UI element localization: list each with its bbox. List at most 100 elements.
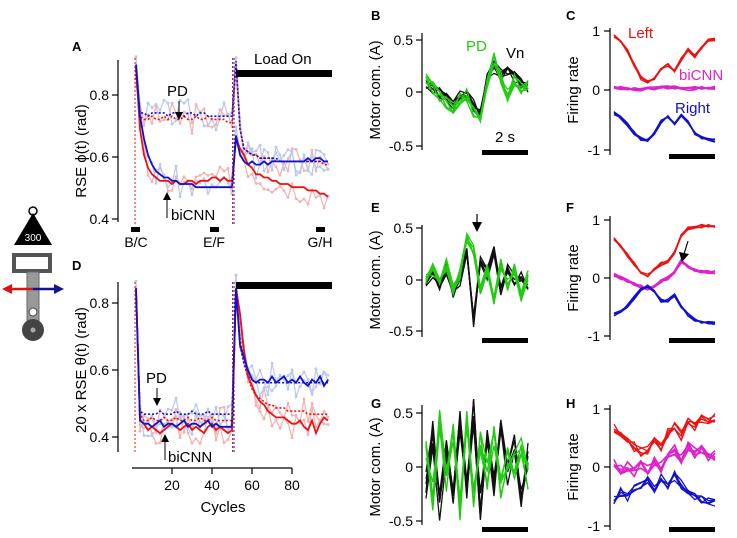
series-noise-point xyxy=(266,406,270,409)
series-noise-point xyxy=(226,438,230,441)
panel-a-series xyxy=(134,55,330,226)
series-noise-point xyxy=(258,409,262,413)
panel-d-ytick: 0.4 xyxy=(90,429,110,445)
series-noise-point xyxy=(198,174,202,177)
panel-e-ytick: -0.5 xyxy=(389,323,413,339)
series-noise-point xyxy=(322,169,326,173)
series-noise-point xyxy=(182,175,186,179)
panel-c-ytick: 1 xyxy=(592,23,600,39)
series-noise-point xyxy=(258,406,262,410)
panel-d-ytick: 0.6 xyxy=(90,362,110,378)
series-noise-point xyxy=(178,122,182,125)
series-noise-point xyxy=(158,109,162,112)
series-noise-point xyxy=(250,364,254,368)
series-noise-point xyxy=(322,153,326,156)
series-noise-point xyxy=(266,393,270,397)
series-noise-point xyxy=(314,385,318,388)
panel-c-left-label: Left xyxy=(628,25,654,42)
series-noise-point xyxy=(274,384,278,388)
trace-left xyxy=(613,223,716,278)
trace-bicnn xyxy=(613,445,716,475)
panel-e-series xyxy=(425,231,529,328)
trace-left xyxy=(613,223,716,278)
marker-label-gh: G/H xyxy=(308,234,333,250)
series-noise-point xyxy=(278,153,282,157)
series-noise-point xyxy=(162,98,166,102)
panel-h-scale-bar xyxy=(669,527,715,532)
trace-right xyxy=(613,472,716,504)
series-noise-point xyxy=(174,119,178,123)
series-noise-point xyxy=(282,154,286,157)
panel-a-ytick: 0.6 xyxy=(90,149,110,165)
series-noise-point xyxy=(166,189,170,193)
series-noise-point xyxy=(274,165,278,169)
panel-d-xlabel: Cycles xyxy=(200,499,245,516)
panel-b-ytick: 0 xyxy=(405,84,413,100)
panel-f-ytick: 1 xyxy=(592,212,600,228)
series-noise-point xyxy=(222,414,226,418)
series-noise-point xyxy=(254,149,258,153)
panel-b-ytick: -0.5 xyxy=(389,138,413,154)
series-noise-point xyxy=(142,124,146,127)
series-noise-point xyxy=(286,148,290,152)
panel-letter-B: B xyxy=(371,8,380,23)
panel-a-ytick: 0.4 xyxy=(90,211,110,227)
trace-pd xyxy=(425,409,529,511)
panel-b-pd-label: PD xyxy=(466,38,487,55)
panel-e-chart: 0.5 0 -0.5 Motor com. (A) xyxy=(367,214,529,343)
series-noise-point xyxy=(306,202,310,206)
series-noise-point xyxy=(262,386,266,390)
trace-bicnn xyxy=(613,440,716,476)
series-noise-point xyxy=(302,397,306,401)
panel-f-scale-bar xyxy=(669,338,715,343)
panel-c-chart: 1 0 -1 Firing rate Left biCNN Right xyxy=(565,23,723,159)
trace-right xyxy=(613,111,716,143)
series-noise-point xyxy=(254,176,258,180)
trace-right xyxy=(613,286,716,324)
panel-d-xtick: 80 xyxy=(284,477,300,493)
series-noise-point xyxy=(190,441,194,445)
series-noise-point xyxy=(294,395,298,399)
series-noise-point xyxy=(314,196,318,199)
series-noise-point xyxy=(274,145,278,149)
series-noise-point xyxy=(302,169,306,173)
series-noise-point xyxy=(158,120,162,123)
series-noise-point xyxy=(278,427,282,430)
series-noise-point xyxy=(298,170,302,174)
series-noise-point xyxy=(306,433,310,436)
series-noise-point xyxy=(214,128,218,132)
panel-g-chart: 0.5 0 -0.5 Motor com. (A) xyxy=(367,398,529,532)
series-noise-point xyxy=(198,420,202,424)
series-noise-point xyxy=(282,168,286,172)
panel-e-scale-bar xyxy=(482,338,528,343)
panel-g-ytick: 0.5 xyxy=(394,405,414,421)
panel-d-ytick: 0.8 xyxy=(90,295,110,311)
series-noise-point xyxy=(174,396,178,400)
panel-d-xtick: 40 xyxy=(204,477,220,493)
series-noise-point xyxy=(138,429,142,433)
series-noise-point xyxy=(190,193,194,197)
series-noise-point xyxy=(254,182,258,185)
panel-c-ytick: -1 xyxy=(588,142,601,158)
series-noise-point xyxy=(162,118,166,122)
trace-left xyxy=(613,36,716,83)
trace-pd xyxy=(425,55,529,120)
series-noise-point xyxy=(202,177,206,180)
panel-c-bicnn-label: biCNN xyxy=(679,67,723,84)
panel-c-scale-bar xyxy=(669,154,715,159)
series-line-pd-dotted-red- xyxy=(135,288,328,422)
series-noise-point xyxy=(190,132,194,135)
series-noise-point xyxy=(318,418,322,422)
series-noise-point xyxy=(202,414,206,418)
panel-g-ylabel: Motor com. (A) xyxy=(367,417,384,516)
panel-g-series xyxy=(425,398,529,521)
series-noise-point xyxy=(214,123,218,126)
series-noise-point xyxy=(270,168,274,172)
series-noise-point xyxy=(190,187,194,191)
panel-d-series xyxy=(134,273,330,452)
series-noise-point xyxy=(258,368,262,372)
panel-letter-G: G xyxy=(371,396,381,411)
series-noise-point xyxy=(266,151,270,154)
series-noise-point xyxy=(206,407,210,411)
